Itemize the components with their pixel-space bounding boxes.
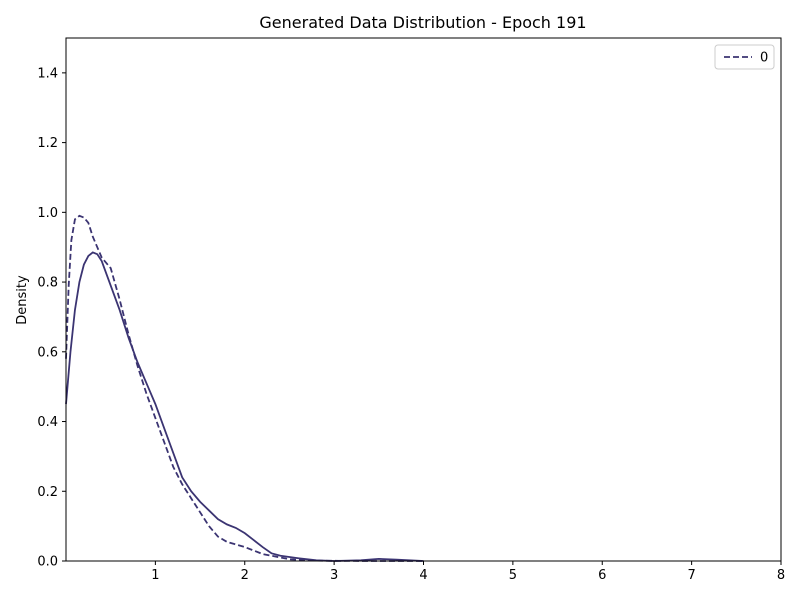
x-tick-label: 6 (598, 568, 606, 583)
x-tick-label: 1 (151, 568, 159, 583)
legend: 0 (714, 44, 775, 70)
axes-frame (65, 37, 782, 562)
y-tick-label: 0.6 (37, 345, 58, 360)
y-tick-label: 1.4 (37, 66, 58, 81)
y-tick-label: 1.2 (37, 136, 58, 151)
chart-title: Generated Data Distribution - Epoch 191 (259, 13, 586, 32)
y-axis-title: Density (15, 275, 30, 325)
x-tick-label: 3 (330, 568, 338, 583)
y-tick-label: 0.4 (37, 415, 58, 430)
y-tick-label: 1.0 (37, 206, 58, 221)
x-tick-label: 8 (777, 568, 785, 583)
axes: 1 2 3 4 5 6 7 8 0.0 0.2 0.4 0.6 0.8 1.0 1.2 1.4 (37, 37, 785, 583)
series-line-dashed (65, 214, 424, 562)
y-tick-label: 0.2 (37, 485, 58, 500)
legend-label: 0 (760, 51, 768, 66)
plot-area (65, 214, 424, 562)
x-tick-label: 7 (687, 568, 695, 583)
x-tick-label: 4 (419, 568, 427, 583)
series-line-solid (65, 251, 424, 562)
y-tick-label: 0.0 (37, 555, 58, 570)
y-tick-label: 0.8 (37, 276, 58, 291)
x-tick-label: 2 (241, 568, 249, 583)
x-tick-label: 5 (509, 568, 517, 583)
